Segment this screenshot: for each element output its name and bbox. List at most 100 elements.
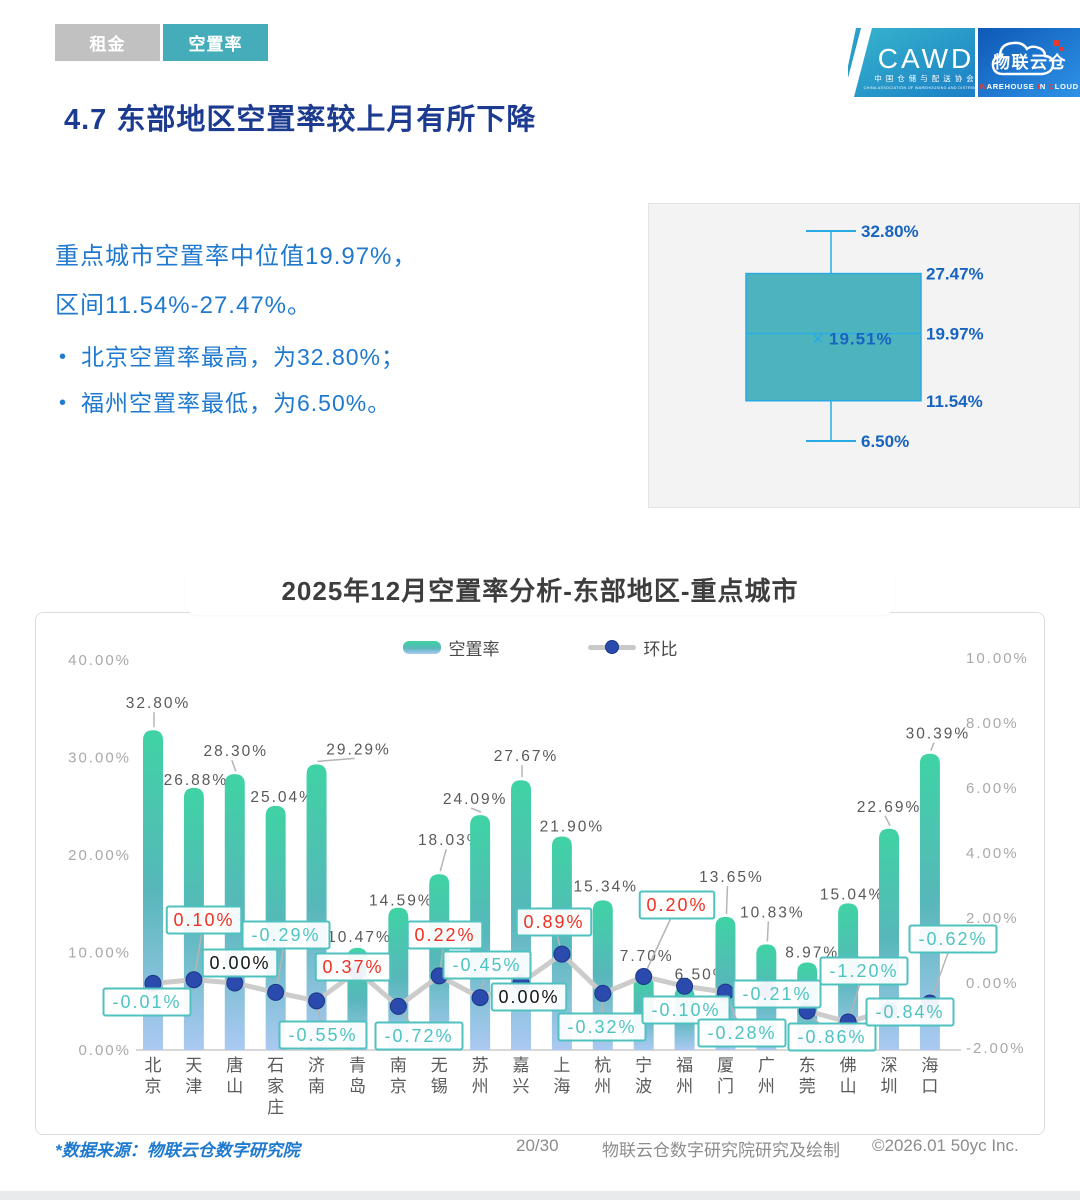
mom-label-济南: -0.55%	[288, 1025, 357, 1045]
line-dot-上海	[553, 945, 571, 963]
mean-label: 19.51%	[829, 329, 893, 348]
legend-item-mom: 环比	[587, 635, 678, 660]
bar-label-leader	[231, 759, 237, 772]
mom-label-南京: -0.72%	[384, 1026, 453, 1046]
x-axis-label-济南: 济南	[308, 1056, 325, 1096]
left-axis-tick: 20.00%	[68, 847, 131, 864]
line-swatch-icon	[587, 640, 636, 654]
wic-wordmark: 物联云仓	[993, 52, 1067, 72]
right-axis-tick: 8.00%	[966, 715, 1019, 732]
bar-value-label: 29.29%	[326, 741, 391, 758]
chart-card: 空置率 环比 40.00% 30.00% 20.00% 10.00% 0.00% 10.0…	[35, 612, 1045, 1135]
mom-label-无锡: 0.22%	[414, 925, 475, 945]
x-axis-label-苏州: 苏州	[472, 1056, 489, 1096]
tab-rent[interactable]: 租金	[55, 24, 160, 61]
x-axis-label-上海: 上海	[553, 1056, 570, 1096]
cawd-english-name: CHINA ASSOCIATION OF WAREHOUSING AND DIS…	[864, 86, 989, 90]
logo-wic-panel	[978, 28, 1080, 97]
line-dot-宁波	[635, 968, 653, 985]
boxplot-panel: × 19.51% 32.80% 27.47% 19.97% 11.54% 6.50%	[648, 203, 1080, 508]
legend-item-vacancy: 空置率	[402, 635, 500, 660]
left-axis-tick: 0.00%	[78, 1042, 131, 1059]
bar-value-label: 15.34%	[574, 878, 639, 895]
mom-label-深圳: -0.84%	[875, 1002, 944, 1022]
x-axis-label-青岛: 青岛	[349, 1056, 366, 1096]
mom-label-box	[908, 924, 998, 954]
bar-swatch-icon	[402, 641, 441, 654]
chart-title: 2025年12月空置率分析-东部地区-重点城市	[185, 563, 895, 615]
x-axis-label-海口: 海口	[921, 1056, 938, 1096]
mom-label-box	[865, 997, 955, 1027]
line-dot-天津	[185, 971, 203, 989]
bar-value-label: 14.59%	[369, 893, 434, 910]
right-axis-tick: 2.00%	[966, 910, 1019, 927]
x-axis-label-广州: 广州	[758, 1056, 775, 1096]
x-axis-label-北京: 北京	[145, 1056, 162, 1096]
mom-label-海口: -0.62%	[918, 929, 987, 949]
right-axis-tick: 0.00%	[966, 975, 1019, 992]
legend-label-vacancy: 空置率	[448, 640, 500, 659]
mom-label-宁波: 0.20%	[646, 895, 707, 915]
page-title: 4.7 东部地区空置率较上月有所下降	[64, 104, 537, 136]
x-axis-label-杭州: 杭州	[594, 1056, 611, 1096]
summary-bullet-lowest: 福州空置率最低，为6.50%。	[55, 380, 615, 426]
mom-label-厦门: -0.28%	[707, 1023, 776, 1043]
boxplot-chart: × 19.51% 32.80% 27.47% 19.97% 11.54% 6.50%	[745, 222, 984, 451]
tab-vacancy-rate[interactable]: 空置率	[163, 24, 268, 61]
mom-label-天津: 0.10%	[173, 910, 234, 930]
mom-label-东莞: -0.86%	[797, 1027, 866, 1047]
cloud-icon	[991, 41, 1055, 76]
bar-value-label: 28.30%	[203, 743, 268, 760]
bar-value-label: 25.04%	[250, 789, 315, 806]
x-axis-label-石家庄: 石家庄	[267, 1056, 284, 1117]
bar-label-leader	[930, 742, 935, 751]
mom-label-box	[557, 1012, 647, 1042]
footer-copyright: ©2026.01 50yc Inc.	[872, 1136, 1019, 1155]
q3-label: 27.47%	[926, 265, 984, 284]
mom-label-佛山: -1.20%	[829, 961, 898, 981]
summary-block: 重点城市空置率中位值19.97%， 区间11.54%-27.47%。 北京空置率…	[55, 232, 615, 426]
line-dot-石家庄	[267, 983, 285, 1001]
line-dot-苏州	[471, 989, 489, 1007]
line-dot-icon	[604, 640, 619, 654]
mom-label-北京: -0.01%	[112, 992, 181, 1012]
right-axis-tick: -2.00%	[966, 1040, 1026, 1057]
chart-legend: 空置率 环比	[36, 635, 1044, 660]
bar-value-label: 32.80%	[126, 695, 191, 712]
footer: *数据来源：物联云仓数字研究院 20/30 物联云仓数字研究院研究及绘制 ©20…	[0, 1136, 1080, 1164]
line-dot-济南	[308, 992, 326, 1010]
mom-label-广州: -0.21%	[742, 984, 811, 1004]
q1-label: 11.54%	[926, 392, 983, 411]
mom-label-box	[165, 905, 243, 935]
line-dot-杭州	[594, 984, 612, 1002]
bar-value-label: 24.09%	[443, 791, 508, 808]
bar-海口	[919, 753, 940, 1050]
x-axis-label-厦门: 厦门	[717, 1056, 734, 1096]
x-axis-label-无锡: 无锡	[431, 1056, 448, 1096]
legend-label-mom: 环比	[643, 640, 678, 659]
bar-value-label: 22.69%	[857, 799, 922, 816]
mom-label-box	[787, 1022, 877, 1052]
x-axis-label-佛山: 佛山	[840, 1056, 857, 1096]
mom-label-box	[638, 890, 716, 920]
footer-credit: 物联云仓数字研究院研究及绘制	[602, 1141, 840, 1160]
bar-深圳	[879, 828, 900, 1050]
max-label: 32.80%	[861, 222, 919, 241]
right-axis-tick: 6.00%	[966, 780, 1019, 797]
bar-value-label: 15.04%	[820, 886, 885, 903]
x-axis-label-宁波: 宁波	[635, 1056, 652, 1096]
mom-label-box	[314, 952, 392, 982]
mom-label-福州: -0.10%	[651, 1000, 720, 1020]
mom-label-box	[515, 907, 593, 937]
bar-value-label: 13.65%	[699, 869, 764, 886]
x-axis-label-东莞: 东莞	[799, 1056, 816, 1096]
bar-label-leader	[439, 849, 447, 872]
summary-line-2: 区间11.54%-27.47%。	[55, 292, 313, 319]
left-axis-tick: 10.00%	[68, 945, 131, 962]
mom-label-唐山: 0.00%	[209, 953, 270, 973]
mom-label-box	[442, 950, 532, 980]
footer-page-number: 20/30	[516, 1136, 559, 1155]
summary-bullets: 北京空置率最高，为32.80%； 福州空置率最低，为6.50%。	[55, 334, 615, 426]
bar-label-leader	[470, 807, 482, 813]
